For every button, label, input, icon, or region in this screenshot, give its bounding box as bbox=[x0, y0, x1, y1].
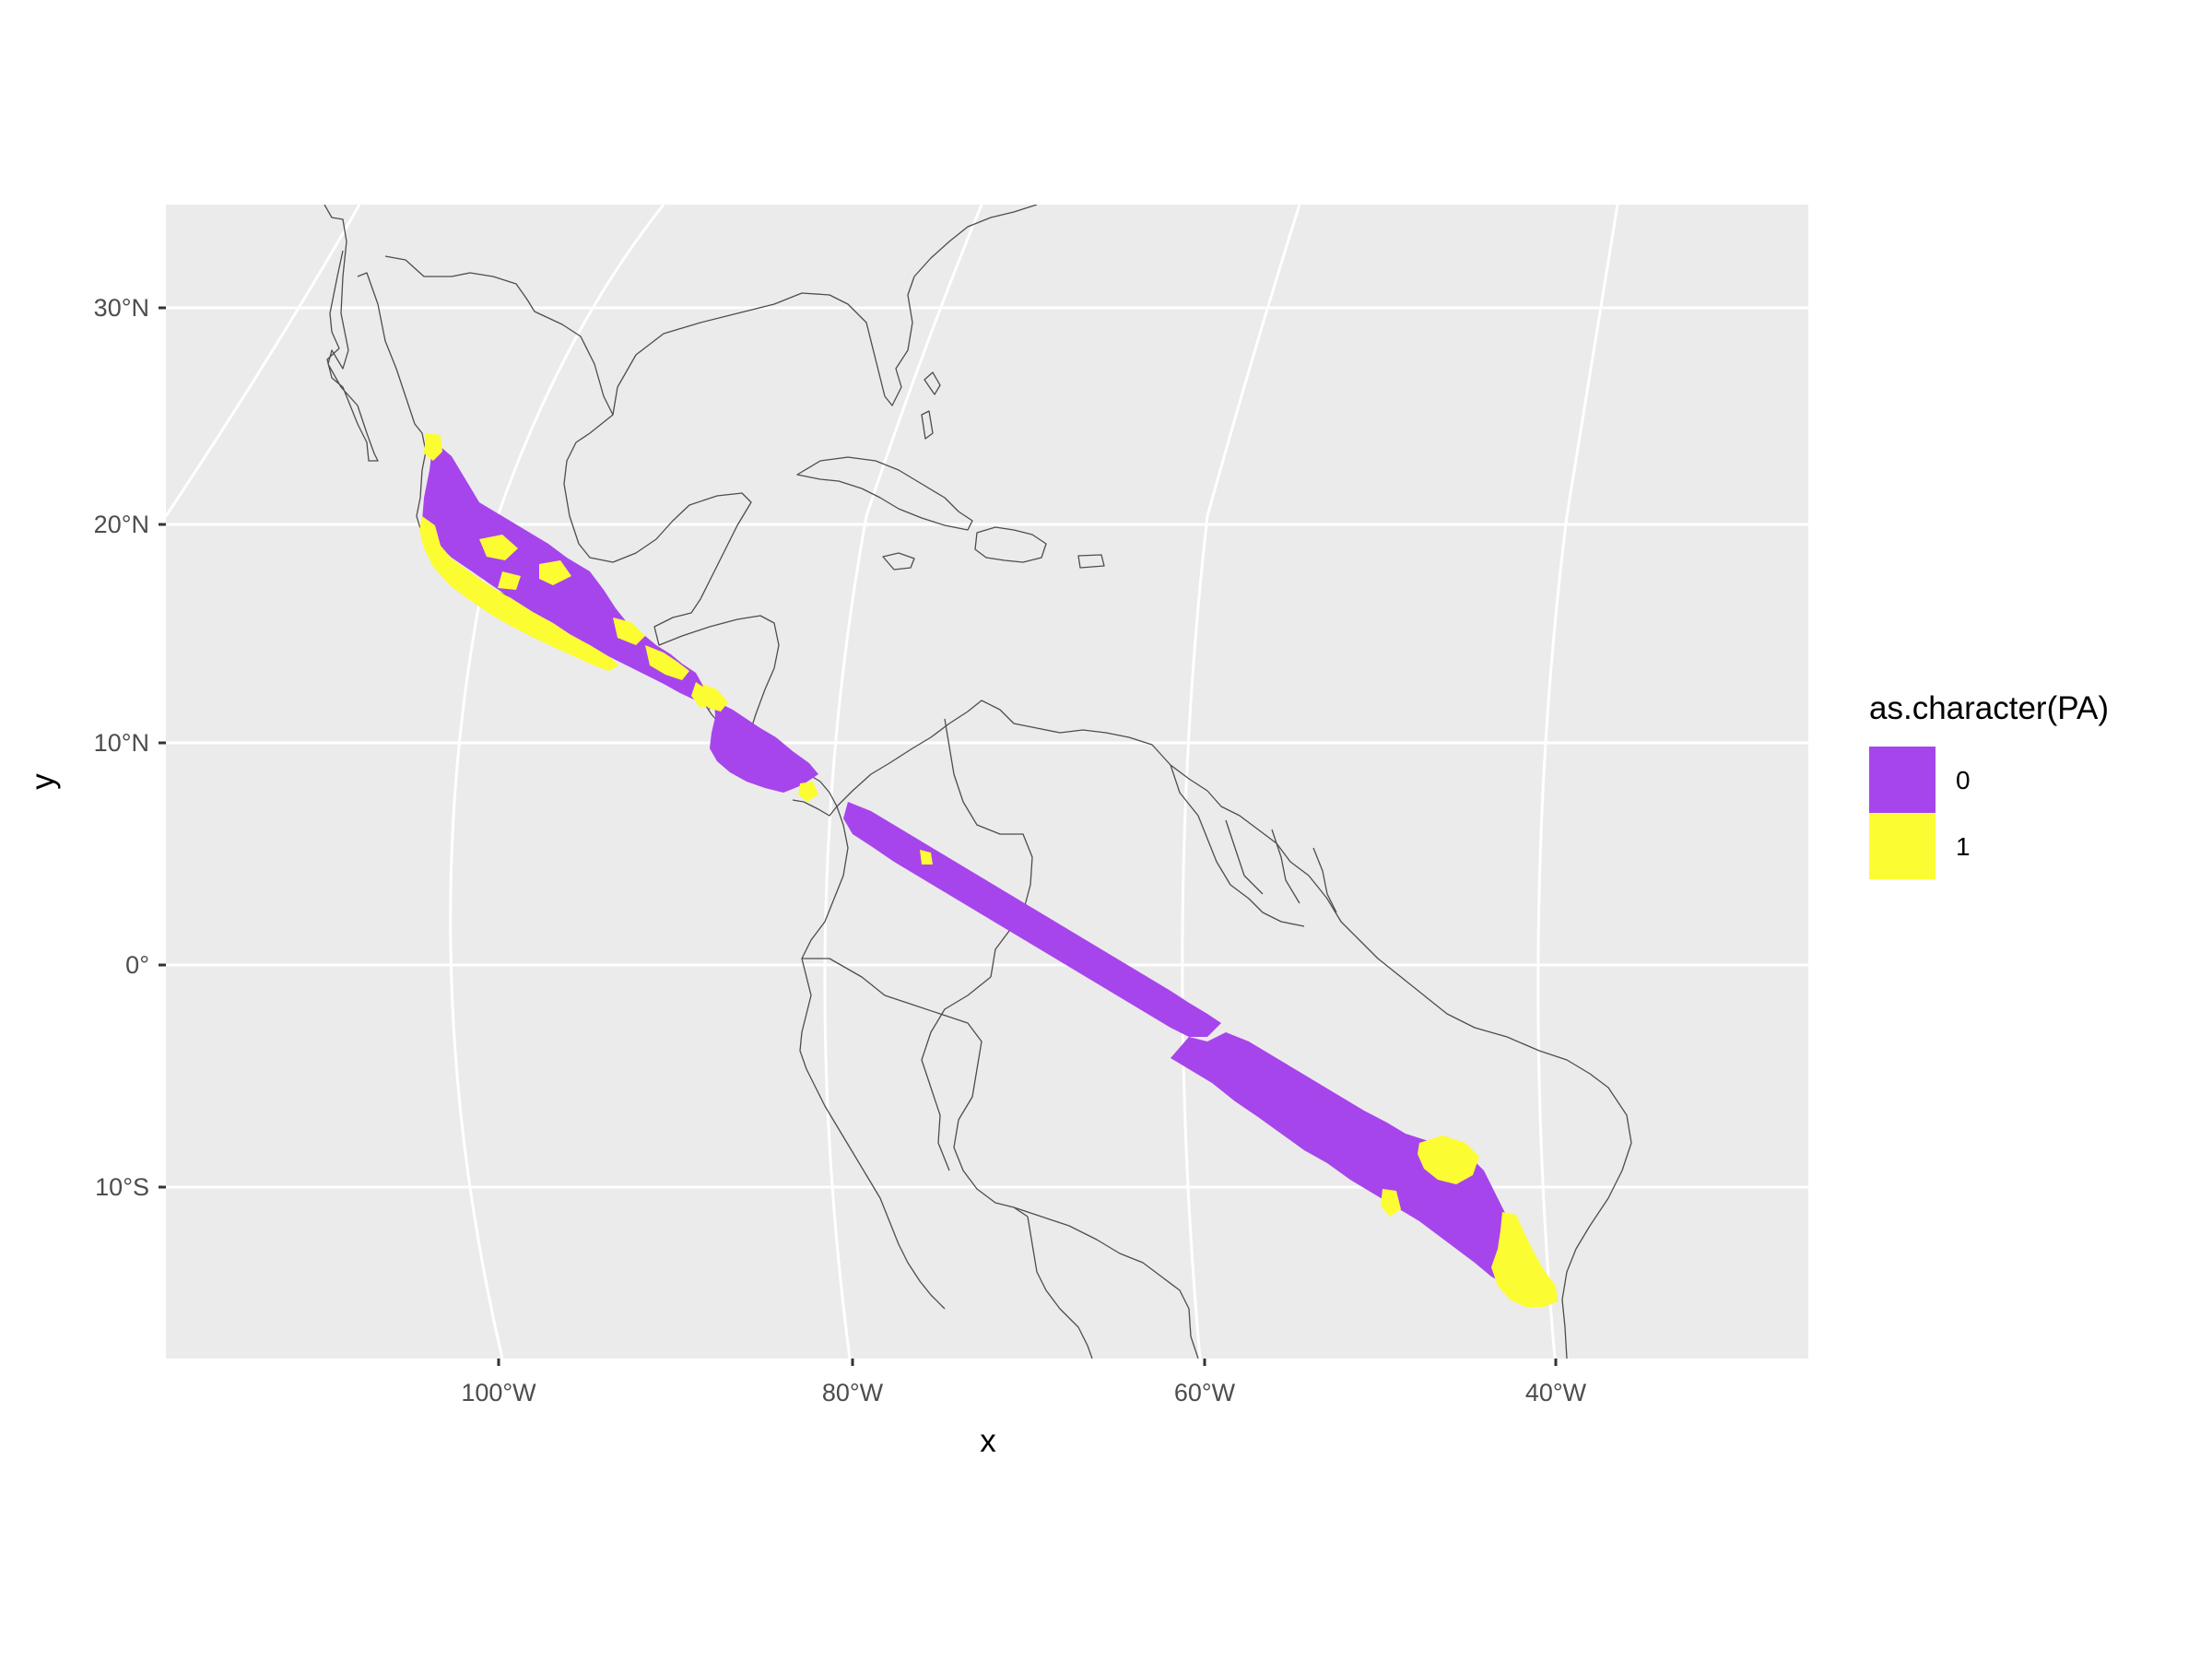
legend-key-0 bbox=[1869, 747, 1936, 813]
coastline-us-gulf-florida bbox=[612, 205, 1038, 416]
coastline-mexico-gulf bbox=[384, 255, 752, 582]
coastline-puerto-rico bbox=[1077, 554, 1105, 569]
gridline-80w bbox=[823, 205, 983, 1359]
coastline-hispaniola bbox=[974, 526, 1047, 563]
legend-key-1 bbox=[1869, 813, 1936, 879]
legend: as.character(PA) 0 1 bbox=[1869, 690, 2109, 879]
gridline-120w bbox=[166, 205, 361, 517]
coastline-south-america bbox=[836, 700, 1632, 1359]
presence-patch-guatemala bbox=[613, 618, 689, 680]
plot-panel bbox=[166, 205, 1808, 1359]
absence-region-colombia-strip bbox=[843, 802, 1221, 1037]
border-ecuador-peru bbox=[802, 958, 1029, 1218]
x-tick-label-80w: 80°W bbox=[822, 1379, 884, 1406]
border-venezuela-guyana bbox=[1170, 764, 1305, 927]
coastline-jamaica bbox=[882, 552, 915, 571]
longitude-gridlines bbox=[166, 205, 1619, 1359]
presence-patch-costa-rica bbox=[798, 782, 818, 802]
presence-patch-mexico-coast bbox=[419, 516, 619, 671]
presence-patch-mexico-interior bbox=[479, 535, 571, 590]
coastlines bbox=[324, 205, 1632, 1359]
legend-label-0: 0 bbox=[1956, 766, 1971, 794]
x-tick-label-60w: 60°W bbox=[1174, 1379, 1236, 1406]
border-peru-brazil bbox=[921, 976, 992, 1171]
presence-patch-brazil-east-c bbox=[1491, 1212, 1558, 1307]
y-axis: 30°N 20°N 10°N 0° 10°S y bbox=[25, 294, 166, 1201]
coastline-central-america-east bbox=[653, 580, 838, 817]
y-tick-label-0: 0° bbox=[125, 951, 149, 979]
presence-patch-mexico-west-a bbox=[424, 433, 442, 461]
x-axis: 100°W 80°W 60°W 40°W x bbox=[461, 1359, 1587, 1459]
presence-patch-brazil-east-a bbox=[1418, 1135, 1479, 1184]
y-axis-title: y bbox=[25, 773, 61, 790]
legend-label-1: 1 bbox=[1956, 832, 1971, 861]
gridline-100w bbox=[449, 205, 665, 1359]
gridline-40w bbox=[1536, 205, 1619, 1359]
presence-absence-raster bbox=[419, 433, 1558, 1307]
border-bolivia-paraguay bbox=[1027, 1216, 1093, 1359]
absence-region-central-america bbox=[710, 700, 818, 793]
legend-title: as.character(PA) bbox=[1869, 690, 2109, 726]
presence-patch-brazil-east-b bbox=[1381, 1189, 1401, 1217]
x-axis-title: x bbox=[980, 1423, 996, 1459]
absence-region-amazon-band bbox=[1171, 1032, 1558, 1301]
presence-layer bbox=[419, 433, 1558, 1307]
border-bolivia bbox=[1013, 1206, 1199, 1359]
y-tick-label-10n: 10°N bbox=[94, 729, 149, 757]
y-tick-label-30n: 30°N bbox=[94, 294, 149, 322]
x-tick-label-40w: 40°W bbox=[1525, 1379, 1587, 1406]
border-guianas bbox=[1225, 819, 1337, 913]
coastline-south-america-west bbox=[799, 806, 946, 1310]
presence-patch-nicaragua bbox=[702, 684, 728, 712]
coastline-cuba bbox=[796, 456, 973, 531]
y-tick-label-10s: 10°S bbox=[95, 1173, 149, 1201]
presence-patch-colombia bbox=[920, 850, 933, 865]
y-tick-label-20n: 20°N bbox=[94, 511, 149, 538]
x-tick-label-100w: 100°W bbox=[461, 1379, 536, 1406]
coastline-bahamas bbox=[921, 371, 941, 440]
gridline-60w bbox=[1181, 205, 1301, 1359]
